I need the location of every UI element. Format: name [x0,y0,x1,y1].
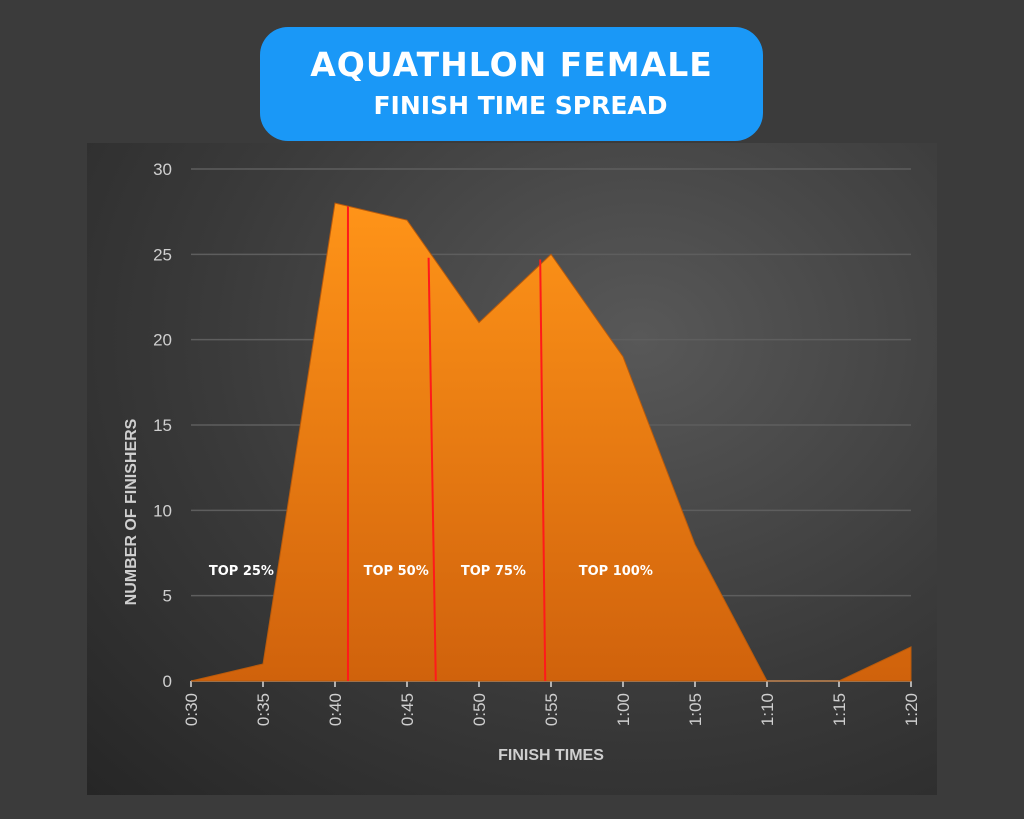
x-tick-label: 0:55 [542,693,561,726]
x-tick-label: 1:05 [686,693,705,726]
percentile-label: TOP 25% [209,564,274,579]
x-tick-label: 1:10 [758,693,777,726]
percentile-label: TOP 50% [364,564,429,579]
x-tick-label: 0:45 [398,693,417,726]
chart-subtitle: FINISH TIME SPREAD [373,91,668,120]
y-tick-label: 15 [153,416,172,435]
area-series [190,202,912,682]
percentile-label: TOP 100% [579,564,653,579]
x-tick-label: 0:35 [254,693,273,726]
x-tick-label: 0:30 [182,693,201,726]
percentile-marker-line [539,259,547,682]
x-tick-label: 1:20 [902,693,921,726]
y-tick-label: 30 [153,160,172,179]
chart-title-banner: AQUATHLON FEMALE FINISH TIME SPREAD [260,27,763,141]
percentile-marker-line [427,257,437,682]
x-tick-label: 1:00 [614,693,633,726]
percentile-label: TOP 75% [461,564,526,579]
y-tick-label: 0 [163,672,172,691]
y-axis-title: NUMBER OF FINISHERS [123,418,140,605]
x-tick-label: 0:40 [326,693,345,726]
chart-title: AQUATHLON FEMALE [310,45,713,84]
y-tick-label: 25 [153,245,172,264]
y-tick-label: 20 [153,331,172,350]
x-tick-label: 1:15 [830,693,849,726]
x-axis-title: FINISH TIMES [498,747,604,764]
x-tick-label: 0:50 [470,693,489,726]
y-tick-label: 10 [153,501,172,520]
y-tick-label: 5 [163,587,172,606]
